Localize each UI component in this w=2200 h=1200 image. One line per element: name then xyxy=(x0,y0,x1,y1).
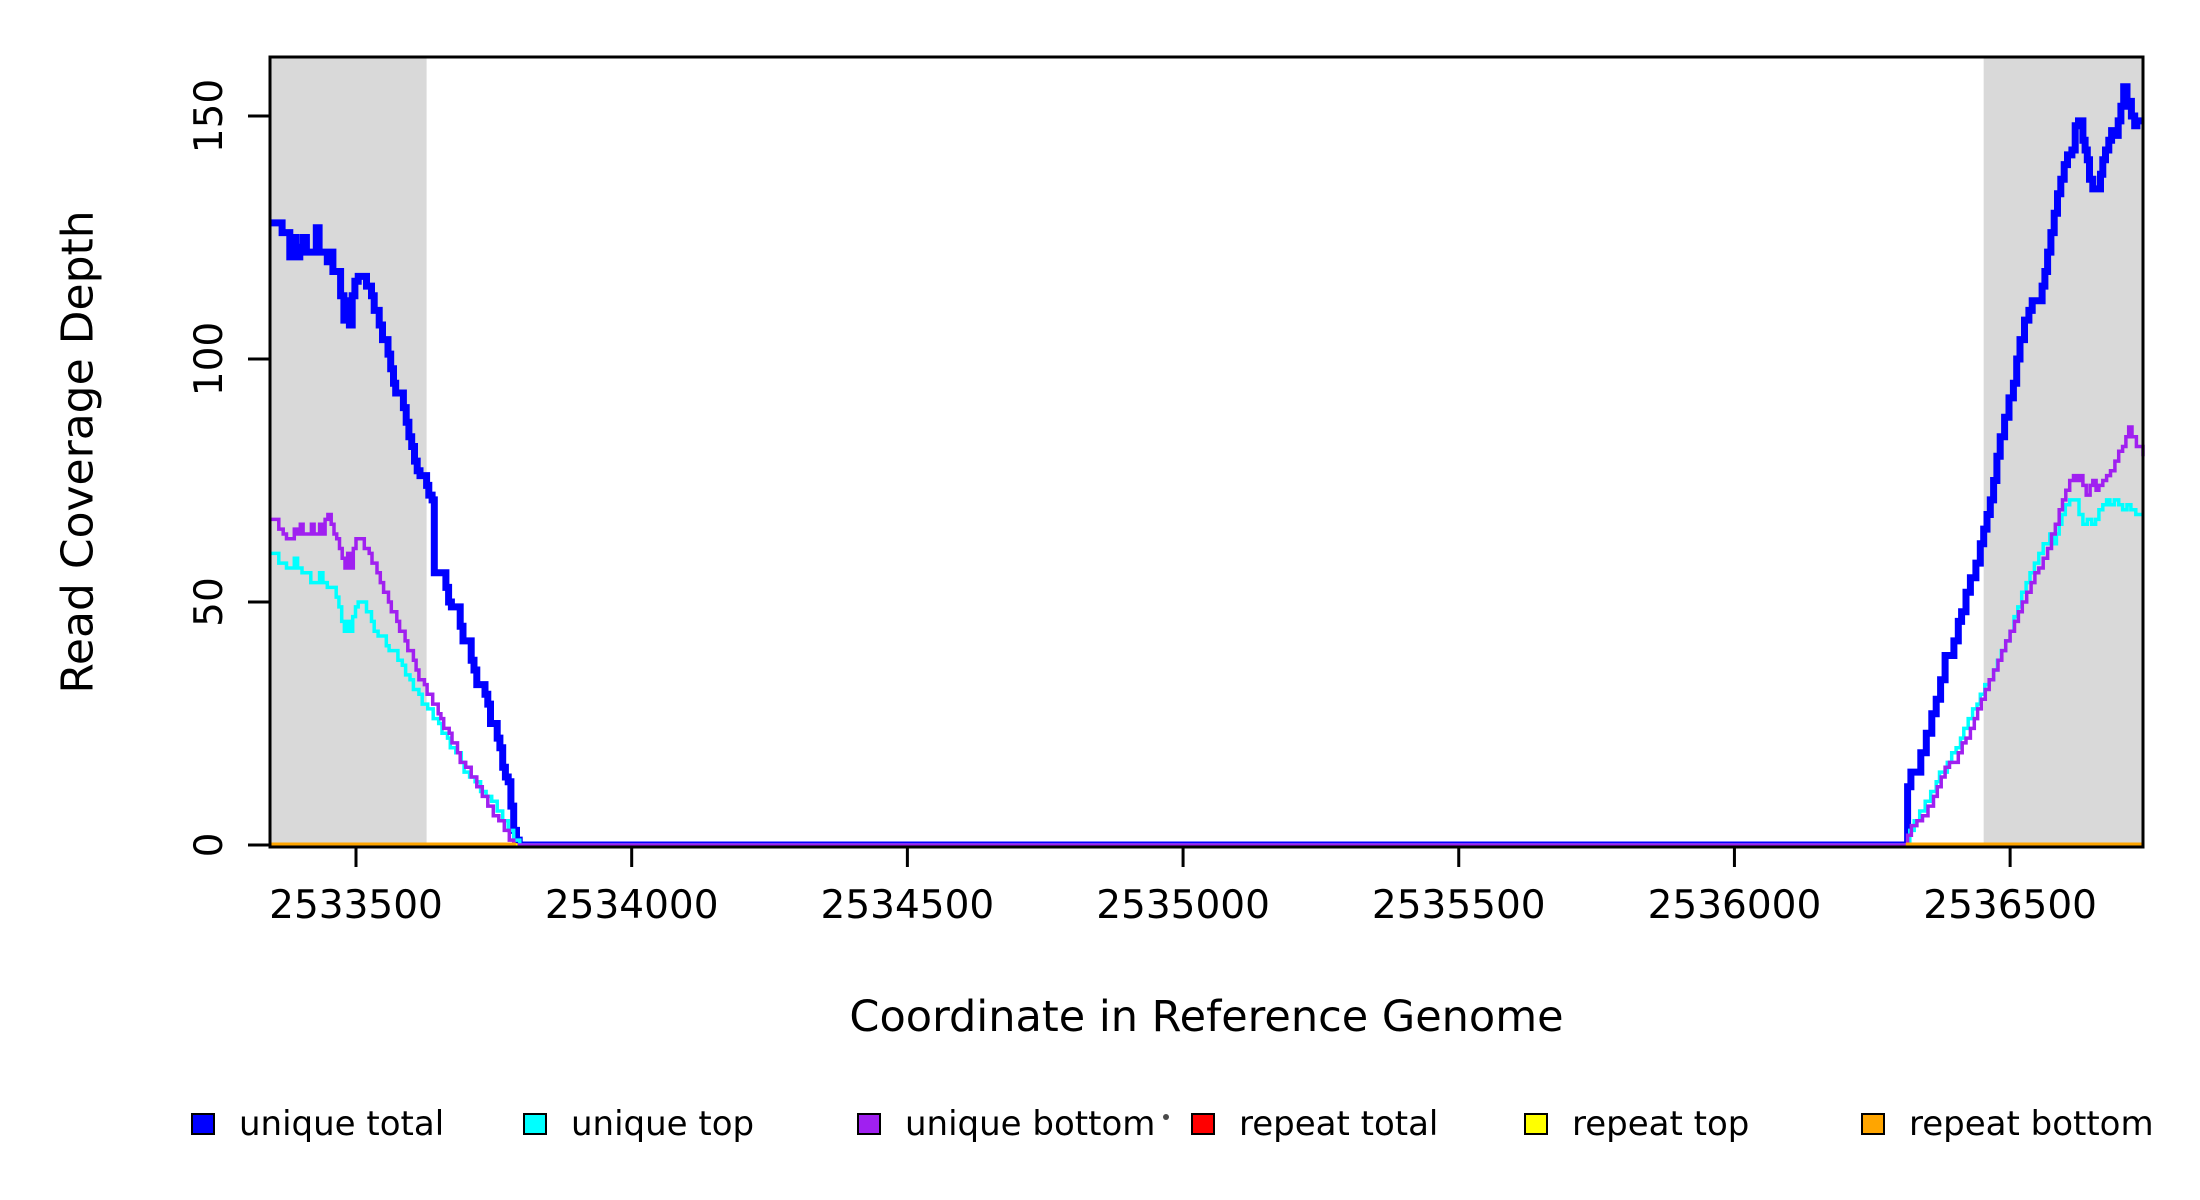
x-tick-label: 2534500 xyxy=(821,883,995,928)
plot-box xyxy=(268,55,2145,849)
repeat-region-left-shade xyxy=(270,57,427,847)
y-tick-label: 50 xyxy=(187,577,232,627)
legend-item-unique-top: unique top xyxy=(523,1098,754,1150)
y-tick-label: 0 xyxy=(187,833,232,858)
y-tick-label: 100 xyxy=(187,322,232,396)
legend-item-repeat-top: repeat top xyxy=(1524,1098,1749,1150)
series-unique-total-line xyxy=(270,83,2143,849)
legend-label: unique top xyxy=(571,1104,755,1144)
legend-label: repeat total xyxy=(1239,1104,1439,1144)
x-tick-label: 2535000 xyxy=(1096,883,1270,928)
series-unique-bottom-line xyxy=(270,425,2145,847)
legend-swatch-unique-total xyxy=(191,1113,215,1135)
x-tick-label: 2534000 xyxy=(545,883,719,928)
legend-swatch-repeat-bottom xyxy=(1861,1113,1885,1135)
y-tick-label: 150 xyxy=(187,79,232,153)
x-tick-label: 2536500 xyxy=(1923,883,2097,928)
legend-swatch-repeat-top xyxy=(1524,1113,1548,1135)
legend-item-repeat-total: repeat total xyxy=(1191,1098,1438,1150)
legend-swatch-repeat-total xyxy=(1191,1113,1215,1135)
legend-stray-dot xyxy=(1163,1114,1169,1120)
legend-label: unique total xyxy=(239,1104,445,1144)
legend-item-unique-bottom: unique bottom xyxy=(857,1098,1155,1150)
legend: unique total unique top unique bottom repea… xyxy=(0,1098,2200,1150)
legend-item-repeat-bottom: repeat bottom xyxy=(1861,1098,2154,1150)
legend-item-unique-total: unique total xyxy=(191,1098,444,1150)
series-unique-top-line xyxy=(270,498,2143,847)
y-axis-title: Read Coverage Depth xyxy=(52,210,104,694)
x-tick-label: 2533500 xyxy=(269,883,443,928)
x-axis-title: Coordinate in Reference Genome xyxy=(849,992,1564,1042)
legend-swatch-unique-top xyxy=(523,1113,547,1135)
legend-label: repeat bottom xyxy=(1909,1104,2154,1144)
x-tick-label: 2535500 xyxy=(1372,883,1546,928)
legend-label: repeat top xyxy=(1572,1104,1750,1144)
legend-swatch-unique-bottom xyxy=(857,1113,881,1135)
legend-label: unique bottom xyxy=(905,1104,1156,1144)
x-tick-label: 2536000 xyxy=(1648,883,1822,928)
